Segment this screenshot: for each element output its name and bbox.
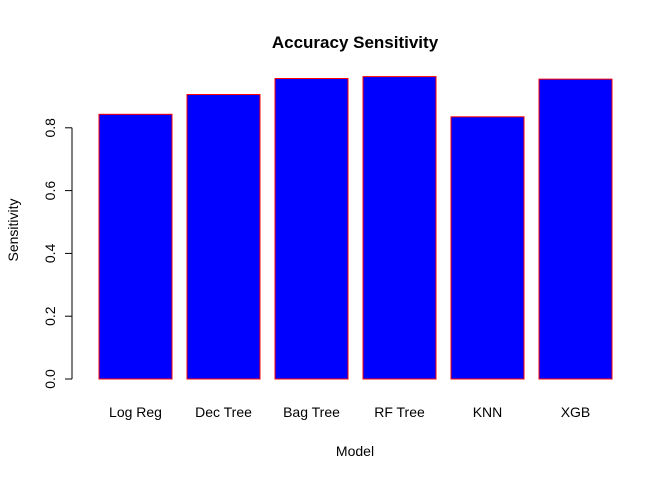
y-tick-label: 0.8 <box>42 118 58 138</box>
bar-log-reg <box>98 113 173 380</box>
y-tick-label: 0.0 <box>42 369 58 389</box>
y-axis-label: Sensitivity <box>5 198 21 261</box>
bar-xgb <box>538 78 613 380</box>
bar-dec-tree <box>186 94 261 380</box>
x-tick-label: Dec Tree <box>195 404 252 420</box>
y-tick-label: 0.6 <box>42 181 58 201</box>
x-tick-label: Log Reg <box>109 404 162 420</box>
y-tick-label: 0.2 <box>42 306 58 326</box>
y-tick-label: 0.4 <box>42 243 58 263</box>
x-tick-label: XGB <box>561 404 591 420</box>
bar-bag-tree <box>274 78 349 380</box>
y-axis: 0.0 0.2 0.4 0.6 0.8 <box>42 118 73 389</box>
chart-title: Accuracy Sensitivity <box>272 33 439 52</box>
x-axis-label: Model <box>336 443 374 459</box>
x-axis-ticks: Log Reg Dec Tree Bag Tree RF Tree KNN XGB <box>109 404 590 420</box>
bar-rf-tree <box>362 76 437 380</box>
x-tick-label: Bag Tree <box>283 404 340 420</box>
bar-series <box>98 76 613 380</box>
x-tick-label: RF Tree <box>374 404 425 420</box>
x-tick-label: KNN <box>473 404 503 420</box>
bar-knn <box>450 116 525 380</box>
